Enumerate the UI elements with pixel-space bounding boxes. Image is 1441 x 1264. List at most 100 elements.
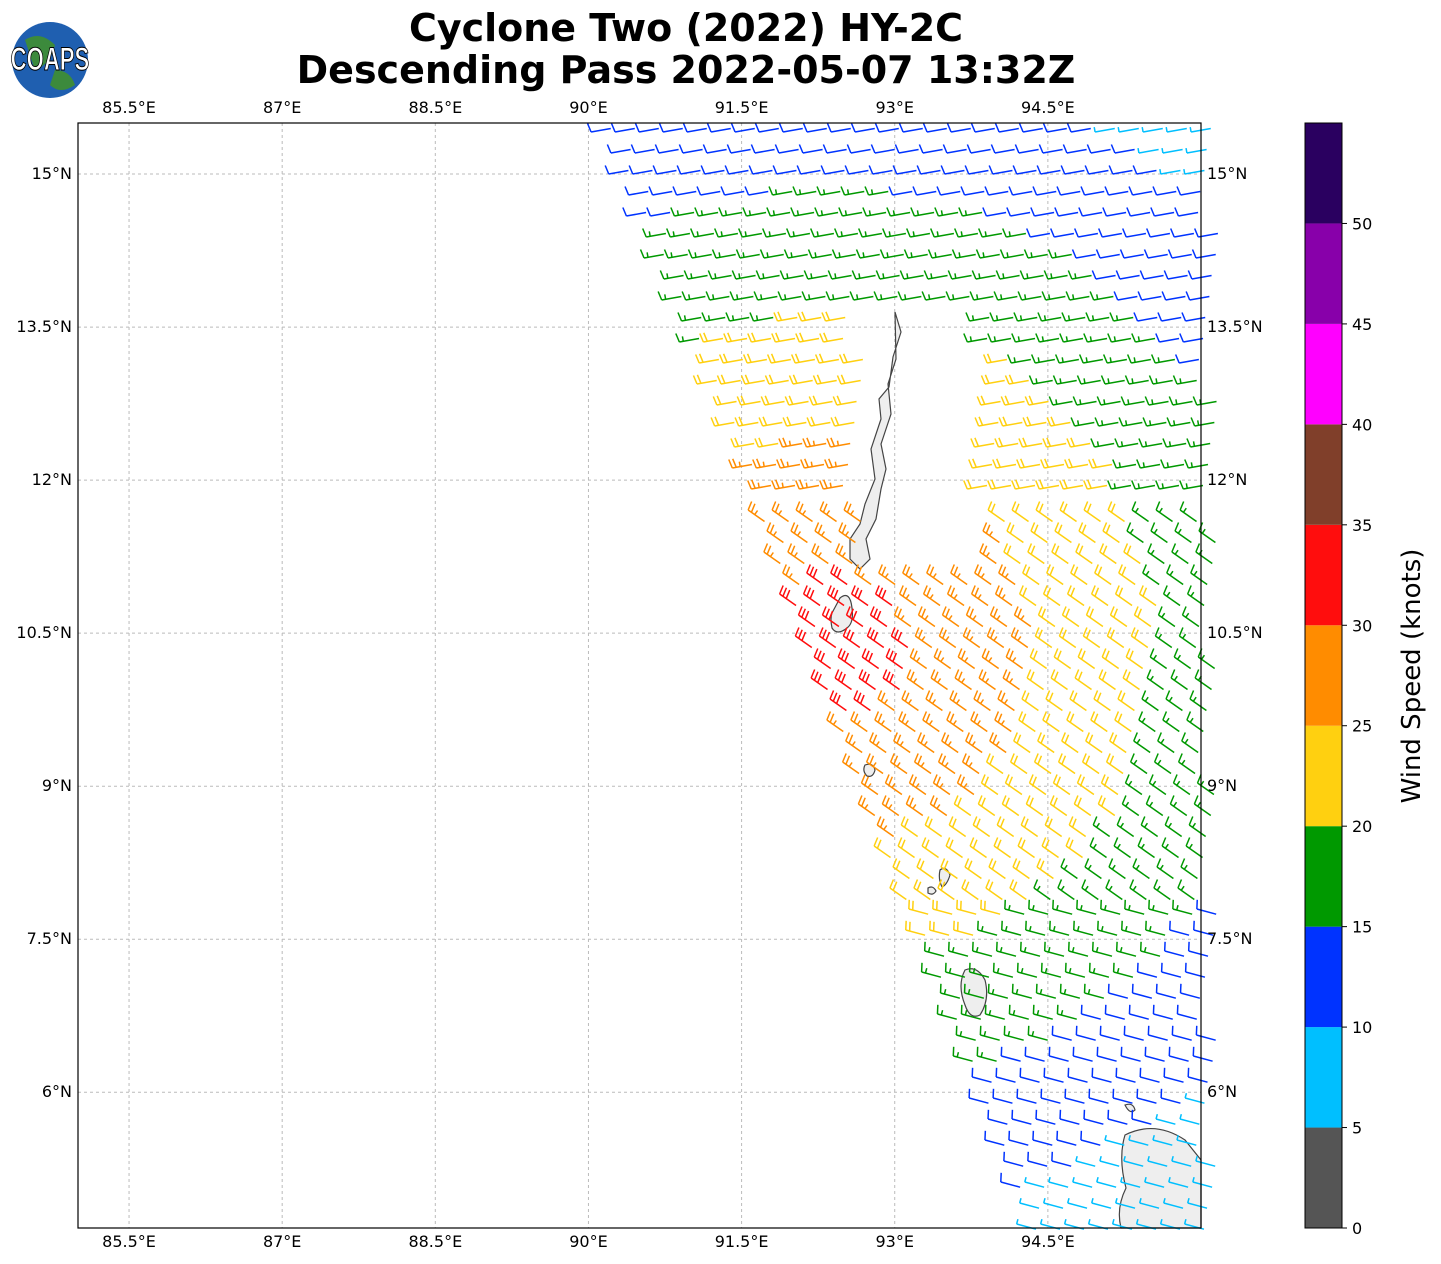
wind-barb bbox=[790, 353, 815, 364]
lon-tick-top: 94.5°E bbox=[1020, 98, 1075, 117]
wind-barb bbox=[1004, 774, 1023, 796]
wind-barb bbox=[974, 564, 992, 586]
wind-barb bbox=[1027, 1151, 1048, 1167]
wind-barb bbox=[1162, 1197, 1184, 1209]
wind-barb bbox=[1114, 1197, 1136, 1209]
wind-barb bbox=[1121, 920, 1142, 936]
wind-barb bbox=[923, 270, 948, 280]
wind-barb bbox=[742, 353, 767, 364]
wind-barb bbox=[986, 627, 1005, 649]
wind-barb bbox=[1160, 1088, 1181, 1104]
wind-barb bbox=[1145, 795, 1164, 817]
colorbar-bin bbox=[1305, 1127, 1342, 1228]
wind-barb bbox=[634, 123, 659, 133]
wind-barb bbox=[987, 333, 1012, 343]
wind-barb bbox=[1075, 543, 1093, 565]
wind-barb bbox=[1109, 606, 1128, 628]
wind-barb bbox=[779, 270, 804, 280]
wind-barb bbox=[784, 395, 809, 406]
wind-barb bbox=[1013, 732, 1031, 754]
wind-barb bbox=[922, 585, 941, 607]
wind-barb bbox=[806, 416, 831, 427]
wind-barb bbox=[1029, 648, 1048, 670]
wind-barb bbox=[849, 291, 874, 301]
wind-barb bbox=[1109, 732, 1127, 754]
wind-barb bbox=[992, 962, 1014, 978]
wind-barb bbox=[1099, 1025, 1120, 1041]
wind-barb bbox=[1106, 627, 1125, 649]
wind-barb bbox=[1006, 207, 1031, 217]
wind-barb bbox=[1080, 1004, 1101, 1020]
wind-barb bbox=[1006, 354, 1031, 364]
wind-barb bbox=[740, 374, 765, 385]
lat-tick-right: 6°N bbox=[1207, 1082, 1238, 1102]
wind-barb bbox=[873, 837, 891, 859]
wind-barb bbox=[1018, 585, 1037, 607]
wind-barb bbox=[908, 774, 927, 796]
wind-barb bbox=[968, 458, 993, 469]
wind-barb bbox=[1102, 354, 1127, 364]
wind-barb bbox=[1156, 858, 1174, 880]
wind-barb bbox=[1099, 543, 1117, 565]
wind-barb bbox=[833, 228, 859, 238]
wind-barb bbox=[971, 941, 993, 957]
wind-barb bbox=[624, 186, 649, 196]
wind-barb bbox=[1139, 1067, 1160, 1083]
wind-barb bbox=[945, 291, 970, 301]
wind-barb bbox=[902, 564, 920, 586]
wind-barb bbox=[929, 228, 955, 238]
lon-tick-top: 88.5°E bbox=[408, 98, 463, 117]
wind-barb bbox=[1016, 962, 1038, 978]
wind-barb bbox=[901, 690, 919, 712]
wind-barb bbox=[1028, 899, 1049, 915]
wind-barb bbox=[1061, 312, 1086, 322]
wind-barb bbox=[818, 627, 837, 649]
wind-barb bbox=[1012, 165, 1037, 175]
wind-barb bbox=[1096, 1046, 1117, 1062]
wind-barb bbox=[1188, 816, 1207, 838]
wind-barb bbox=[1178, 627, 1197, 649]
wind-barb bbox=[694, 353, 719, 364]
wind-barb bbox=[1133, 606, 1152, 628]
title-line-2: Descending Pass 2022-05-07 13:32Z bbox=[296, 48, 1076, 92]
wind-barb bbox=[1150, 207, 1175, 217]
wind-barb bbox=[1084, 858, 1102, 880]
wind-barb bbox=[1048, 396, 1073, 406]
wind-barb bbox=[813, 648, 832, 670]
wind-barb bbox=[1109, 312, 1134, 322]
wind-barb bbox=[814, 522, 832, 544]
wind-barb bbox=[886, 207, 911, 217]
wind-barb bbox=[710, 416, 735, 427]
wind-barb bbox=[718, 207, 743, 217]
wind-barb bbox=[737, 228, 763, 238]
wind-barb bbox=[1169, 795, 1188, 817]
lat-tick-left: 10.5°N bbox=[16, 623, 72, 643]
wind-barb bbox=[1016, 458, 1041, 469]
wind-barb bbox=[1118, 564, 1136, 586]
wind-barb bbox=[1193, 228, 1219, 238]
wind-barb bbox=[1104, 1134, 1125, 1146]
wind-barb bbox=[1146, 669, 1164, 691]
wind-barb bbox=[987, 1109, 1008, 1125]
wind-barb bbox=[974, 416, 999, 427]
wind-barb bbox=[768, 186, 793, 196]
wind-barb bbox=[1137, 147, 1159, 154]
wind-barb bbox=[1076, 774, 1095, 796]
wind-barb bbox=[1023, 249, 1048, 259]
wind-barb bbox=[683, 270, 708, 280]
wind-barb bbox=[910, 207, 935, 217]
wind-barb bbox=[694, 207, 719, 217]
wind-barb bbox=[742, 207, 767, 217]
wind-barb bbox=[937, 879, 955, 901]
lat-tick-right: 10.5°N bbox=[1207, 623, 1263, 643]
wind-barb bbox=[1086, 144, 1111, 154]
wind-barb bbox=[968, 962, 990, 978]
wind-barb bbox=[1070, 417, 1095, 427]
wind-barb bbox=[1186, 438, 1211, 448]
wind-barb bbox=[1120, 1176, 1141, 1188]
wind-barb bbox=[1014, 144, 1039, 154]
wind-barb bbox=[1021, 690, 1039, 712]
wind-barb bbox=[1022, 416, 1047, 427]
wind-barb bbox=[1090, 1197, 1112, 1209]
